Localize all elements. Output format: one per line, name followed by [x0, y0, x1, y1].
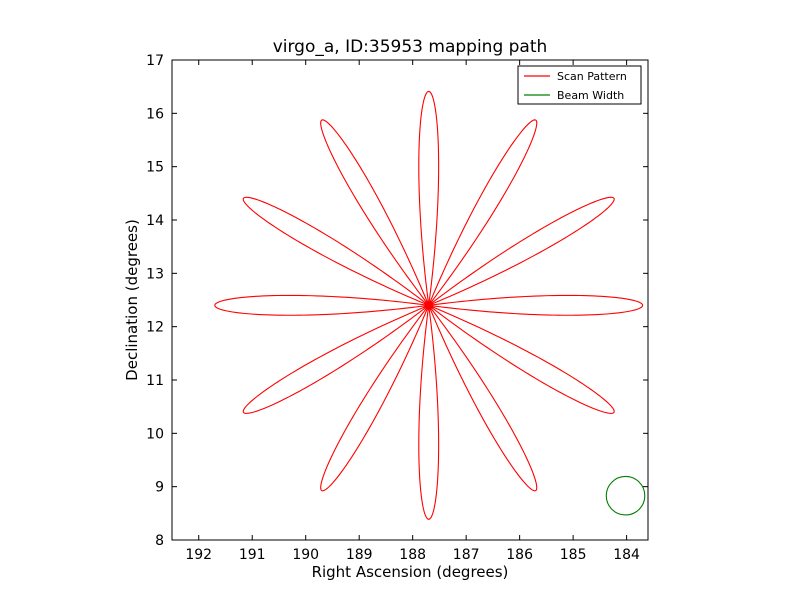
y-tick-label: 11	[146, 373, 164, 389]
x-tick-label: 190	[292, 547, 319, 563]
y-tick-label: 9	[155, 480, 164, 496]
beam-width-circle	[605, 475, 646, 516]
x-tick-label: 189	[346, 547, 373, 563]
plot-frame	[171, 59, 649, 541]
x-tick-label: 185	[560, 547, 587, 563]
y-tick-label: 15	[146, 160, 164, 176]
y-tick-label: 8	[155, 533, 164, 549]
x-tick-label: 187	[453, 547, 480, 563]
x-axis-label: Right Ascension (degrees)	[312, 563, 509, 581]
legend-box	[517, 65, 642, 105]
y-tick-label: 12	[146, 320, 164, 336]
legend: Scan Pattern Beam Width	[517, 65, 642, 105]
x-tick-label: 192	[185, 547, 212, 563]
x-axis-ticks: 192 191 190 189 188 187 186 185 184	[185, 60, 640, 563]
x-tick-label: 191	[239, 547, 266, 563]
y-axis-ticks: 8 9 10 11 12 13 14 15 16 17	[146, 53, 648, 549]
y-tick-label: 14	[146, 213, 164, 229]
x-tick-label: 186	[506, 547, 533, 563]
legend-label-beam-width: Beam Width	[557, 89, 624, 102]
scan-pattern-line	[214, 90, 644, 520]
chart-title: virgo_a, ID:35953 mapping path	[273, 37, 548, 57]
x-tick-label: 188	[399, 547, 426, 563]
y-tick-label: 13	[146, 266, 164, 282]
x-tick-label: 184	[613, 547, 640, 563]
y-tick-label: 10	[146, 426, 164, 442]
y-tick-label: 17	[146, 53, 164, 69]
y-tick-label: 16	[146, 106, 164, 122]
y-axis-label: Declination (degrees)	[123, 219, 141, 381]
plot-area	[214, 90, 646, 520]
legend-label-scan-pattern: Scan Pattern	[557, 70, 627, 83]
